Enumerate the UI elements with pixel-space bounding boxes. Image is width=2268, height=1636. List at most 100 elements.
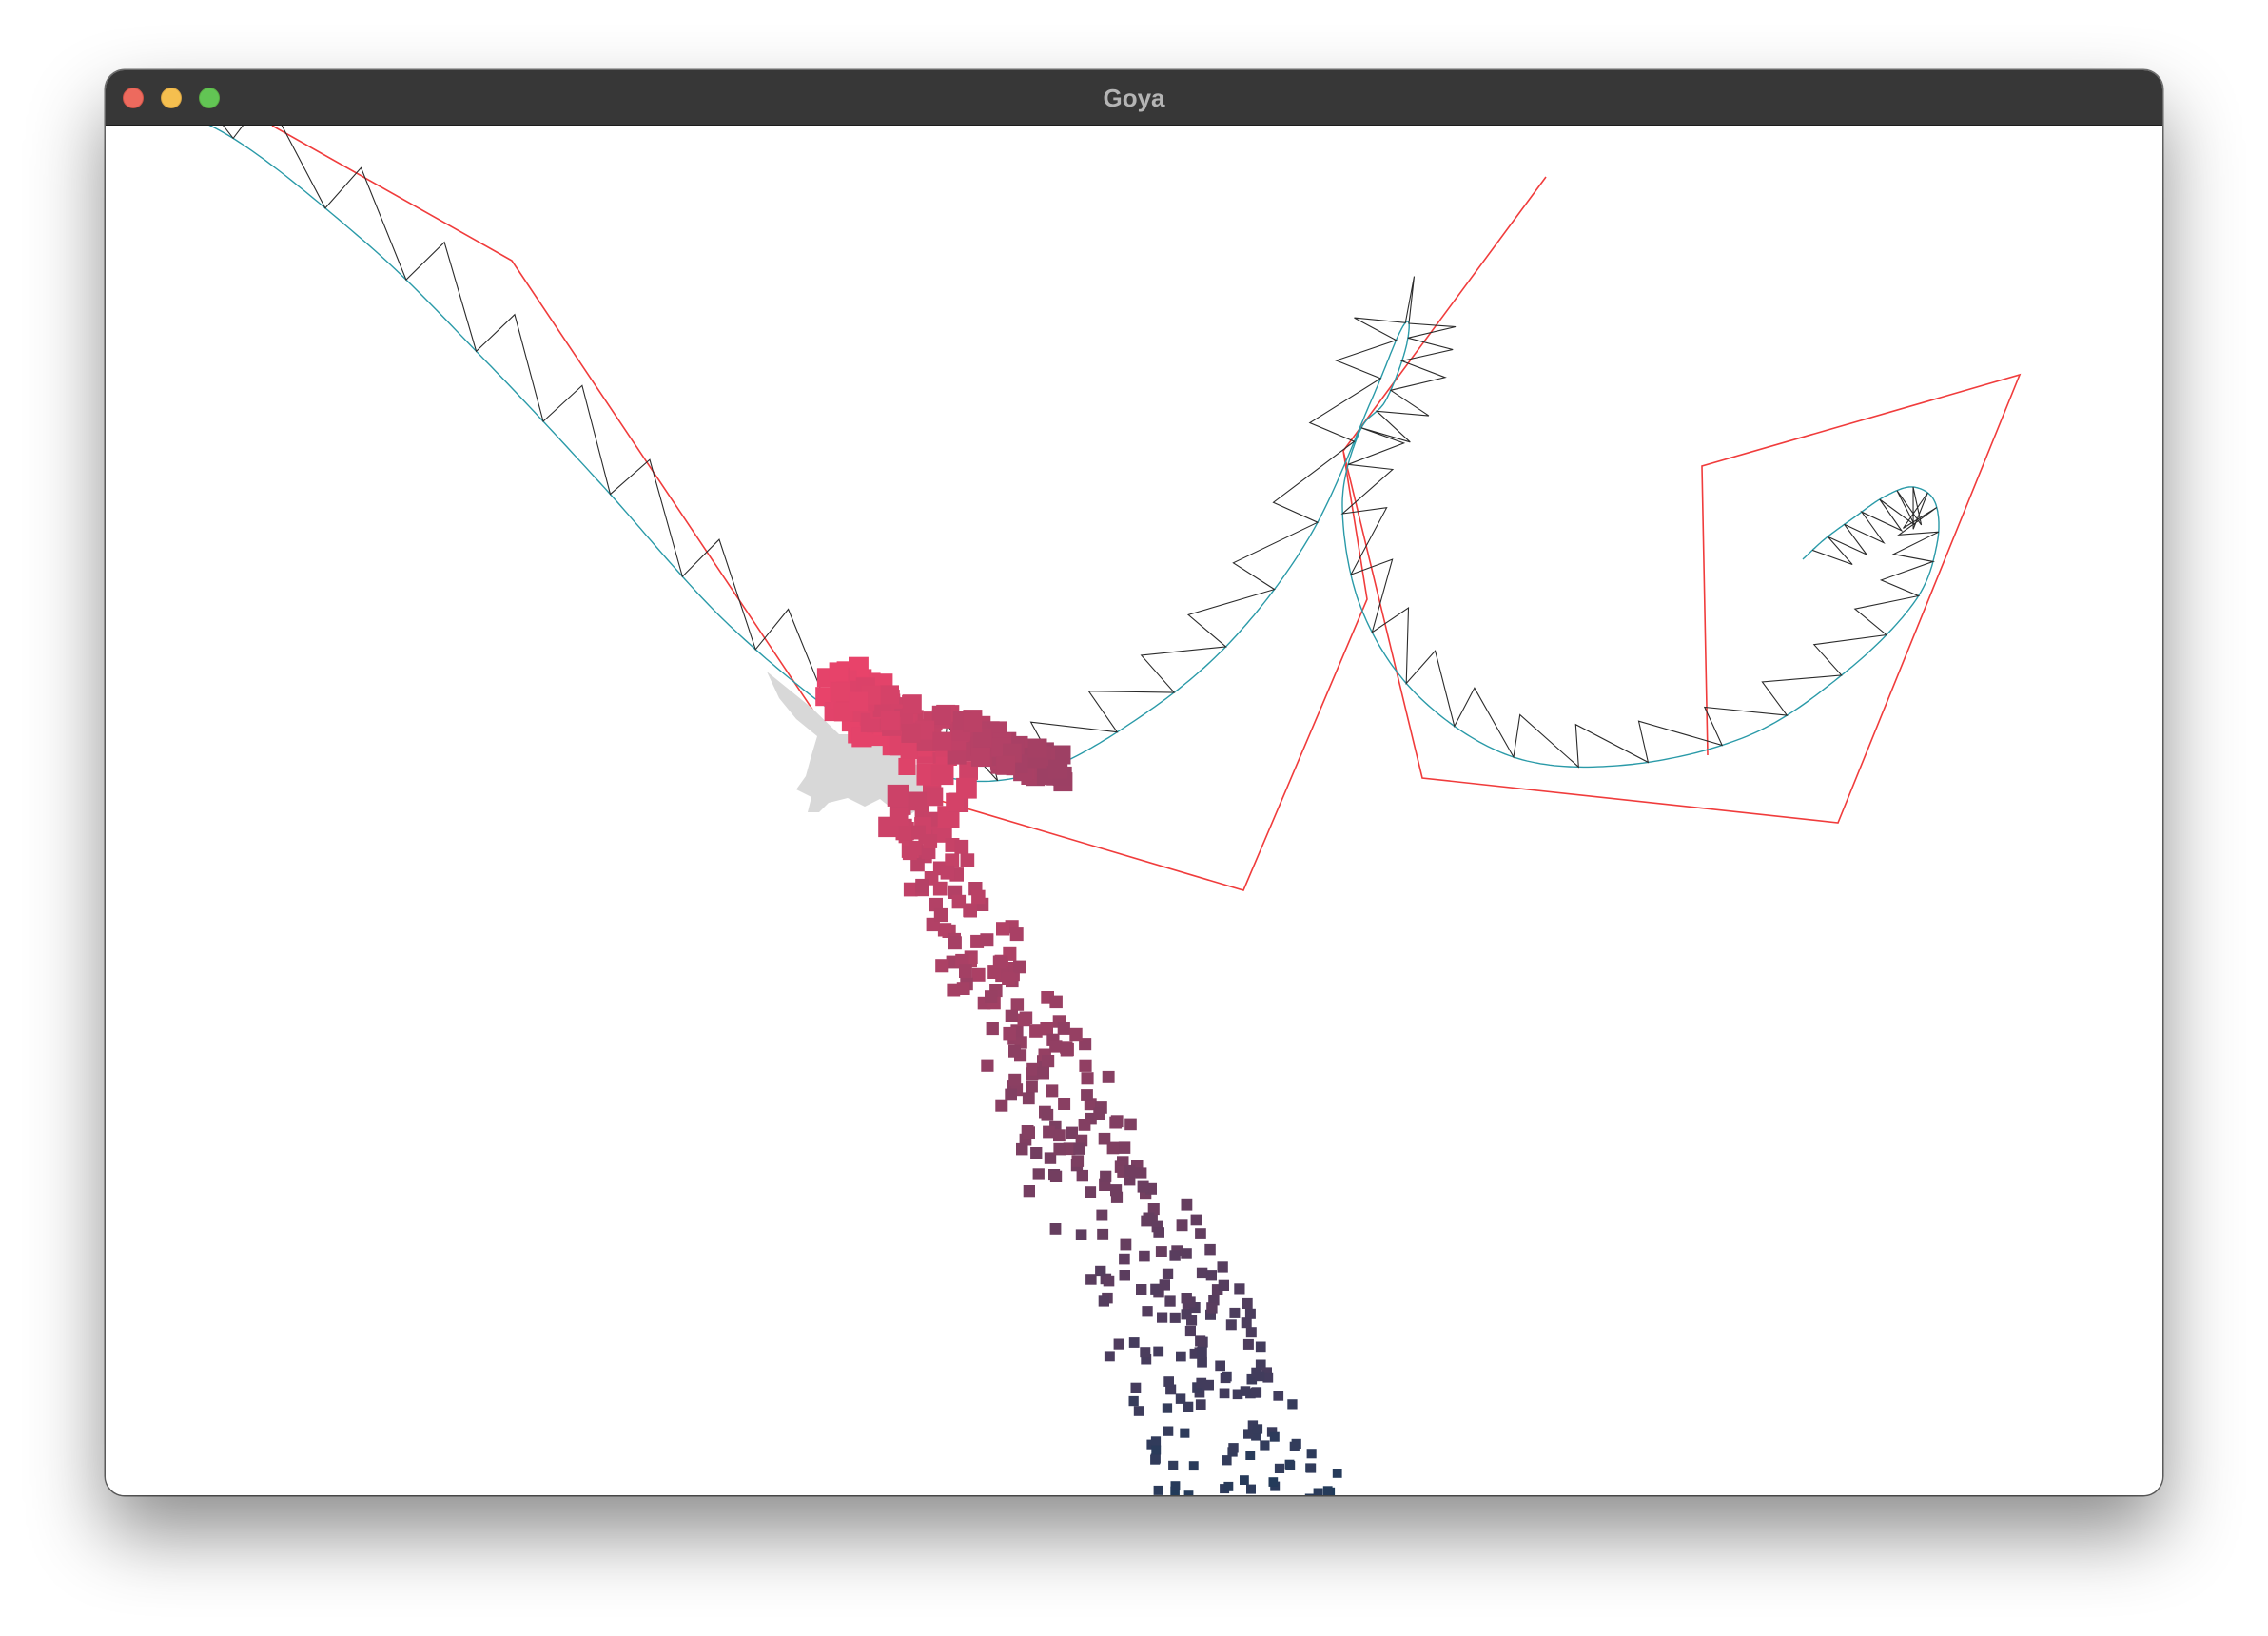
particle [910, 857, 925, 872]
particle [981, 1059, 994, 1072]
particle [1196, 1267, 1208, 1279]
particle [1197, 1356, 1207, 1368]
particle [1139, 1250, 1150, 1262]
particle [1196, 1377, 1207, 1389]
particle [995, 1099, 1008, 1112]
particle [1304, 1493, 1315, 1495]
particle [1195, 1335, 1206, 1347]
particle [1222, 1455, 1232, 1466]
particle [1049, 995, 1063, 1009]
particle [1246, 1484, 1256, 1494]
particle [1137, 1180, 1149, 1193]
particle [1048, 759, 1068, 779]
particle [1184, 1325, 1196, 1337]
particle [1181, 1198, 1193, 1211]
particle [1029, 1024, 1043, 1038]
particle [1128, 1337, 1140, 1348]
particle [1246, 1373, 1258, 1385]
particle [1140, 1347, 1151, 1358]
particle [1141, 1354, 1152, 1365]
particle [1162, 1403, 1173, 1413]
particle [1289, 1441, 1300, 1451]
particle [1176, 1219, 1188, 1232]
particle [880, 711, 900, 730]
particle [963, 713, 983, 732]
particle [849, 691, 869, 711]
particle [1040, 1022, 1053, 1036]
particle [1153, 1485, 1163, 1495]
particle [1110, 1115, 1124, 1128]
particle [1110, 1184, 1123, 1197]
particle [1254, 1371, 1265, 1382]
particle [1058, 1098, 1071, 1110]
canvas-svg [208, 126, 2022, 1495]
particle [921, 845, 936, 860]
particle [1266, 1427, 1278, 1437]
particle [1181, 1248, 1192, 1259]
particle [1009, 927, 1024, 942]
particle [1079, 1059, 1092, 1072]
particle [1322, 1486, 1333, 1495]
particle [1157, 1312, 1168, 1323]
particle [1181, 1309, 1192, 1320]
particle [1030, 1147, 1043, 1159]
particle [1124, 1164, 1136, 1178]
particle [829, 662, 849, 682]
particle [1242, 1338, 1254, 1350]
particle [1153, 1346, 1164, 1357]
zoom-button[interactable] [199, 88, 220, 108]
particle [1164, 1295, 1176, 1307]
particle [880, 685, 899, 705]
particle [1190, 1214, 1202, 1226]
particle [831, 682, 850, 702]
particle [985, 990, 998, 1003]
particle [1170, 1486, 1180, 1495]
minimize-button[interactable] [161, 88, 182, 108]
particle [924, 787, 944, 807]
particle [1013, 960, 1026, 974]
particle [1143, 1212, 1155, 1224]
particle [1093, 1107, 1105, 1120]
particle [898, 757, 916, 775]
particle [889, 807, 909, 827]
particle [1229, 1307, 1241, 1318]
particle [903, 882, 918, 897]
particle [1255, 1359, 1266, 1371]
particle [1103, 1275, 1115, 1287]
title-bar[interactable]: Goya [106, 70, 2162, 126]
normal-teeth [223, 126, 1940, 782]
particle [1151, 1220, 1163, 1233]
particle [1203, 1379, 1214, 1391]
particle [987, 965, 1002, 979]
particle [923, 834, 938, 848]
particle [1211, 1284, 1223, 1295]
particle [1049, 1040, 1063, 1053]
particle [1128, 1395, 1139, 1407]
particle [1181, 1293, 1192, 1304]
particle [960, 853, 975, 867]
particle [1163, 1426, 1174, 1436]
particle [1005, 1088, 1017, 1101]
particle [929, 897, 943, 912]
drawing-canvas[interactable] [106, 126, 2162, 1495]
particle [1043, 1125, 1055, 1139]
particle [1194, 1387, 1205, 1398]
particle [1188, 1461, 1199, 1471]
particle [1287, 1399, 1298, 1410]
particle [1057, 1022, 1070, 1035]
particle [1206, 1302, 1218, 1314]
particle [1100, 1170, 1112, 1182]
particle [932, 881, 948, 896]
particle [887, 784, 909, 807]
particle [1022, 1092, 1035, 1105]
particle [1153, 1227, 1164, 1238]
particle-trail [815, 656, 1342, 1495]
particle [895, 822, 914, 841]
particle [935, 959, 949, 973]
particle [1066, 1126, 1078, 1139]
particle [954, 839, 969, 854]
particle [1098, 1132, 1111, 1145]
window-title: Goya [1103, 84, 1165, 112]
close-button[interactable] [123, 88, 144, 108]
particle [1241, 1317, 1252, 1329]
